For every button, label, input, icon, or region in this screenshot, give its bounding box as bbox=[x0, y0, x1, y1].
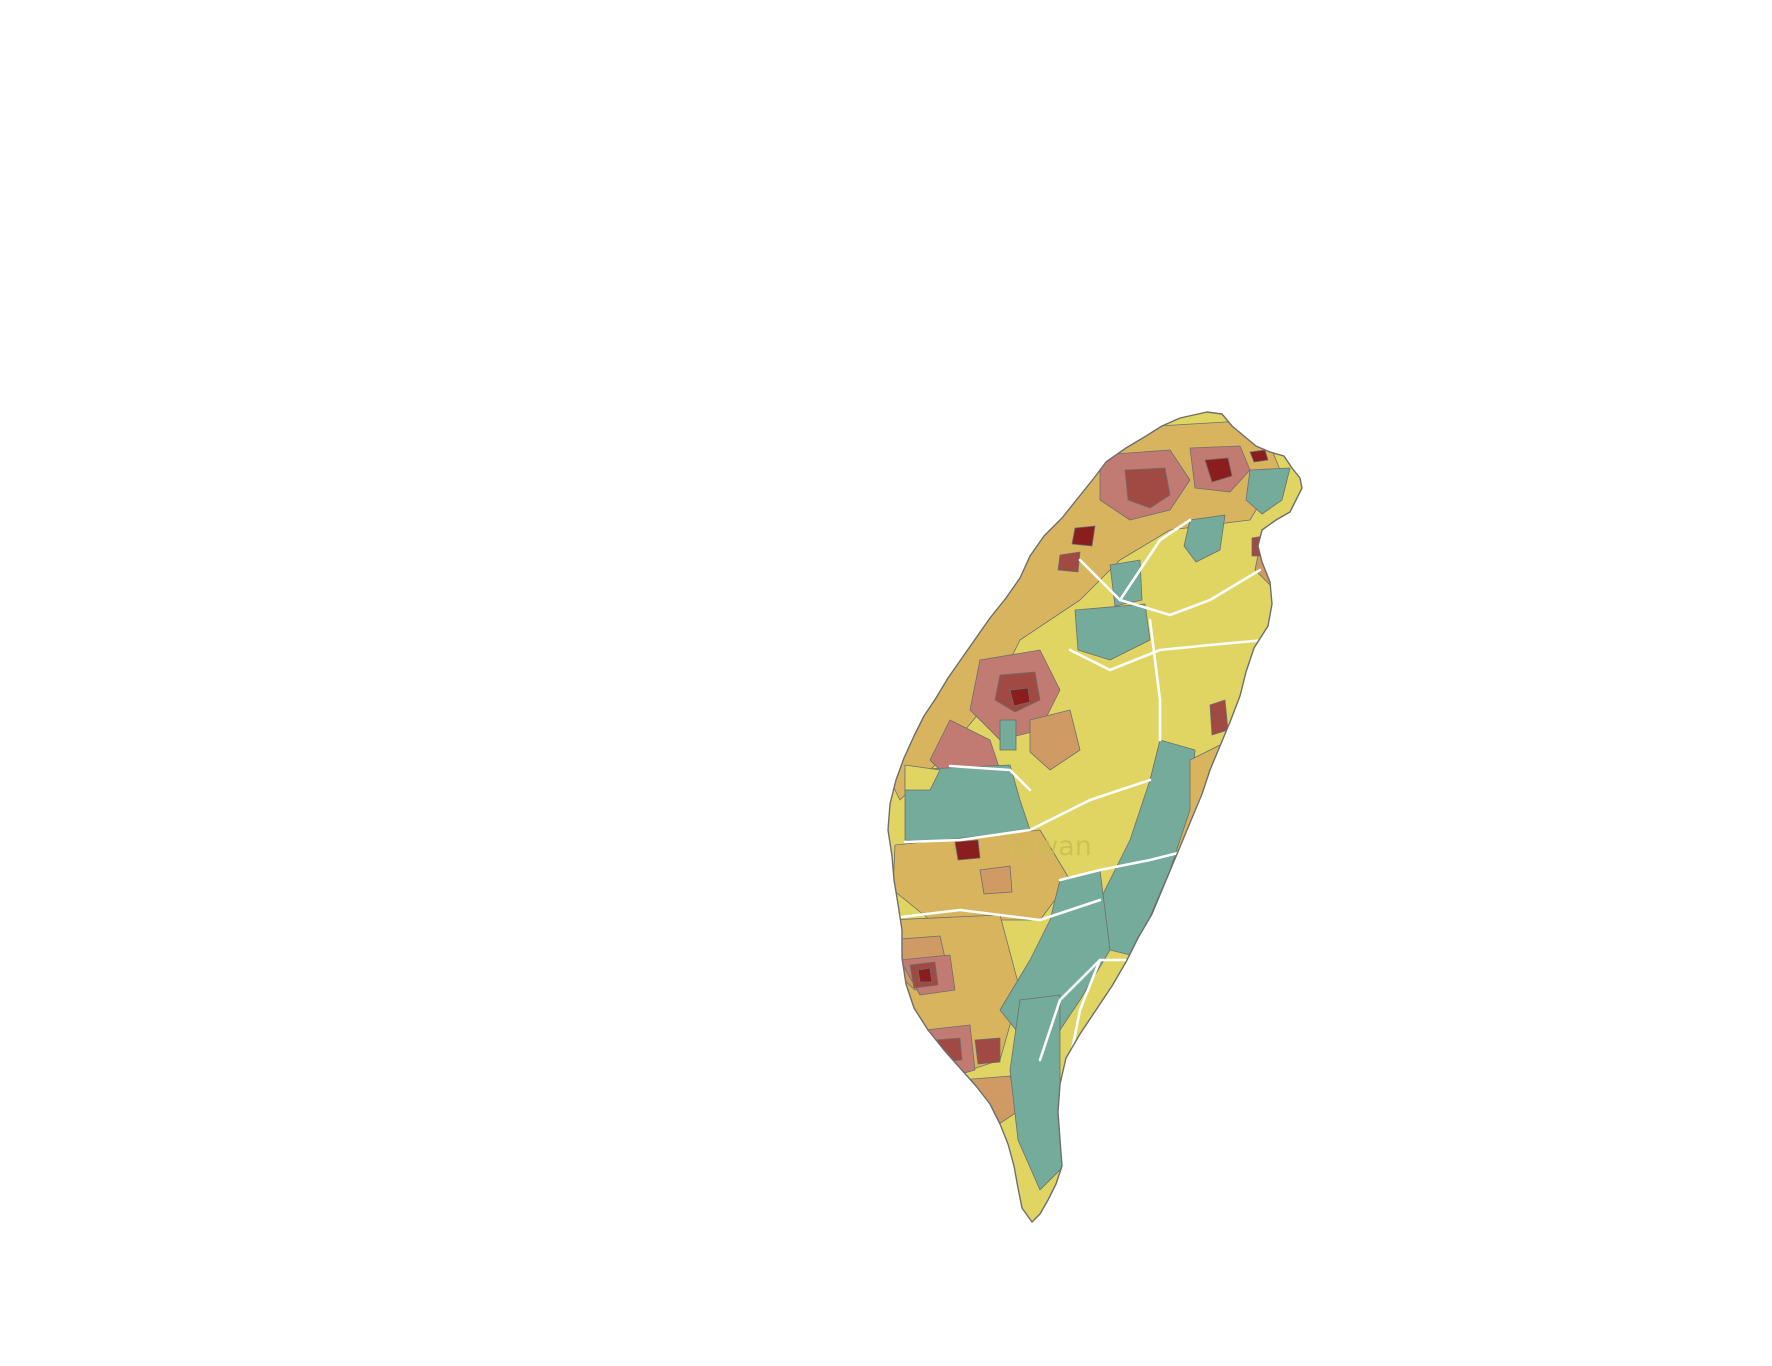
district-region bbox=[1057, 551, 1081, 573]
district-region bbox=[1183, 514, 1226, 563]
district-region bbox=[1009, 687, 1031, 707]
district-region bbox=[934, 1037, 963, 1063]
district-region bbox=[1245, 467, 1291, 515]
district-region bbox=[1109, 559, 1143, 607]
district-region bbox=[1209, 699, 1229, 736]
district-region bbox=[904, 764, 941, 791]
district-region bbox=[917, 967, 933, 983]
district-region bbox=[1099, 999, 1141, 1056]
district-layer bbox=[888, 412, 1302, 1222]
district-region bbox=[1124, 467, 1171, 509]
district-region bbox=[1009, 994, 1071, 1191]
county-borders bbox=[891, 518, 1267, 1152]
map-label: Taiwan bbox=[999, 831, 1092, 862]
island-outline bbox=[887, 411, 1303, 1223]
district-region bbox=[954, 839, 981, 861]
district-region bbox=[1249, 449, 1269, 463]
district-region bbox=[979, 865, 1013, 895]
district-region bbox=[999, 719, 1017, 751]
district-region bbox=[1029, 709, 1081, 771]
district-region bbox=[974, 1037, 1001, 1065]
district-region bbox=[1204, 457, 1233, 483]
district-region bbox=[1071, 525, 1096, 547]
taiwan-map: Taiwan bbox=[887, 411, 1303, 1223]
